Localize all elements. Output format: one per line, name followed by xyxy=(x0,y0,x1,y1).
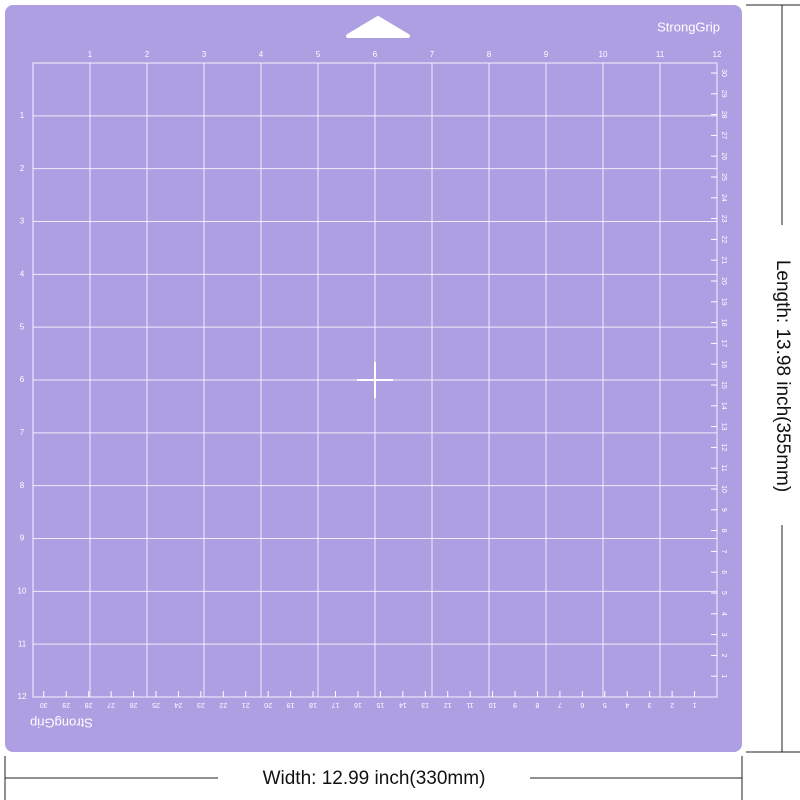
cm-label: 8 xyxy=(535,701,539,708)
hanger-hole xyxy=(346,16,410,38)
cm-label: 13 xyxy=(421,701,429,708)
cm-label: 27 xyxy=(107,701,115,708)
inch-label: 8 xyxy=(487,50,492,59)
cm-label: 29 xyxy=(720,90,727,98)
cm-label: 22 xyxy=(720,235,727,243)
inch-label: 12 xyxy=(18,692,27,701)
inch-label: 11 xyxy=(18,639,27,648)
cm-label: 11 xyxy=(466,701,473,708)
length-label: Length: 13.98 inch(355mm) xyxy=(772,260,793,492)
inch-label: 6 xyxy=(373,50,378,59)
cm-label: 18 xyxy=(720,319,727,327)
inch-label: 9 xyxy=(20,534,25,543)
cm-label: 2 xyxy=(720,653,727,657)
label-bg xyxy=(770,225,794,525)
cm-label: 7 xyxy=(558,701,562,708)
cm-label: 26 xyxy=(130,701,138,708)
cm-label: 25 xyxy=(152,701,160,708)
cm-label: 25 xyxy=(720,173,727,181)
cm-label: 12 xyxy=(720,443,727,451)
cm-label: 17 xyxy=(720,339,727,347)
cm-label: 6 xyxy=(720,570,727,574)
cm-label: 16 xyxy=(720,360,727,368)
cm-label: 5 xyxy=(603,701,607,708)
inch-label: 3 xyxy=(202,50,207,59)
brand-label: StrongGrip xyxy=(30,716,93,731)
cutting-mat xyxy=(5,5,742,752)
cm-label: 3 xyxy=(720,633,727,637)
inch-label: 4 xyxy=(259,50,264,59)
width-label: Width: 12.99 inch(330mm) xyxy=(263,768,486,789)
inch-label: 5 xyxy=(20,322,25,331)
cm-label: 1 xyxy=(693,701,697,708)
cm-label: 19 xyxy=(287,701,295,708)
cm-label: 9 xyxy=(720,508,727,512)
inch-label: 11 xyxy=(656,50,665,59)
cm-label: 22 xyxy=(219,701,227,708)
cm-label: 29 xyxy=(62,701,70,708)
cm-label: 28 xyxy=(720,111,727,119)
cm-label: 5 xyxy=(720,591,727,595)
cm-label: 9 xyxy=(513,701,517,708)
inch-label: 3 xyxy=(20,217,25,226)
cm-label: 21 xyxy=(720,256,727,264)
label-bg xyxy=(218,766,530,790)
cm-label: 6 xyxy=(580,701,584,708)
inch-label: 4 xyxy=(20,269,25,278)
cm-label: 12 xyxy=(444,701,452,708)
inch-label: 2 xyxy=(145,50,150,59)
cm-label: 21 xyxy=(242,701,250,708)
inch-label: 8 xyxy=(20,481,25,490)
cm-label: 23 xyxy=(197,701,205,708)
cm-label: 8 xyxy=(720,529,727,533)
cm-label: 20 xyxy=(264,701,272,708)
inch-label: 12 xyxy=(713,50,722,59)
cm-label: 30 xyxy=(720,69,727,77)
cm-label: 16 xyxy=(354,701,362,708)
cm-label: 3 xyxy=(648,701,652,708)
cm-label: 15 xyxy=(376,701,384,708)
cm-label: 28 xyxy=(85,701,93,708)
inch-label: 1 xyxy=(88,50,93,59)
inch-label: 6 xyxy=(20,375,25,384)
inch-label: 2 xyxy=(20,164,25,173)
cm-label: 18 xyxy=(309,701,317,708)
cm-label: 26 xyxy=(720,152,727,160)
cm-label: 7 xyxy=(720,549,727,553)
inch-label: 5 xyxy=(316,50,321,59)
brand-label: StrongGrip xyxy=(657,19,720,34)
cm-label: 24 xyxy=(174,701,182,708)
inch-label: 9 xyxy=(544,50,549,59)
cm-label: 4 xyxy=(625,701,629,708)
cm-label: 11 xyxy=(720,465,727,472)
inch-label: 10 xyxy=(599,50,608,59)
cm-label: 17 xyxy=(332,701,340,708)
cm-label: 10 xyxy=(720,485,727,493)
inch-label: 7 xyxy=(430,50,435,59)
cm-label: 4 xyxy=(720,612,727,616)
cm-label: 15 xyxy=(720,381,727,389)
inch-label: 1 xyxy=(20,111,25,120)
cm-label: 24 xyxy=(720,194,727,202)
cm-label: 1 xyxy=(720,674,727,678)
cm-label: 14 xyxy=(399,701,407,708)
cm-label: 30 xyxy=(40,701,48,708)
cm-label: 13 xyxy=(720,423,727,431)
cm-label: 20 xyxy=(720,277,727,285)
cm-label: 19 xyxy=(720,298,727,306)
cm-label: 23 xyxy=(720,215,727,223)
cm-label: 2 xyxy=(670,701,674,708)
cm-label: 14 xyxy=(720,402,727,410)
cm-label: 27 xyxy=(720,131,727,139)
inch-label: 10 xyxy=(18,586,27,595)
inch-label: 7 xyxy=(20,428,25,437)
cm-label: 10 xyxy=(489,701,497,708)
